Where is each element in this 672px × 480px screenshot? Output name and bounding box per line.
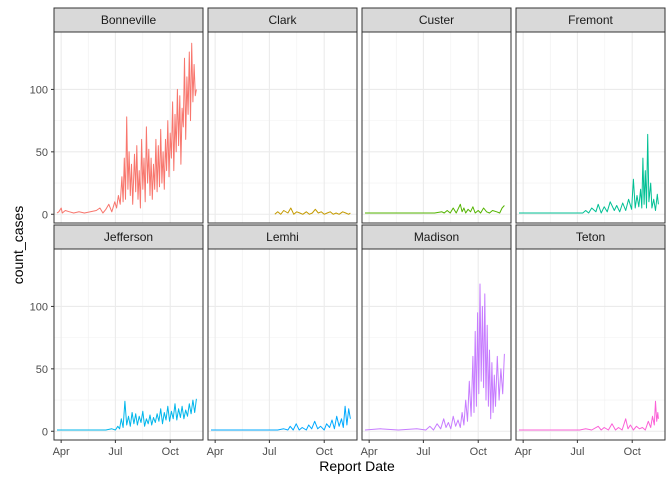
facet-strip bbox=[207, 7, 358, 33]
series-line-custer bbox=[365, 203, 505, 214]
panel-border bbox=[515, 31, 666, 224]
facet-panels: Bonneville 0 50 100 Clark Custer Fremont Jeffer… bbox=[30, 7, 666, 458]
y-tick-label: 50 bbox=[36, 147, 48, 159]
facet-strip bbox=[515, 224, 666, 250]
panel-border bbox=[515, 248, 666, 441]
panel-background bbox=[54, 249, 203, 440]
x-tick-label: Oct bbox=[470, 446, 487, 458]
facet-strip-label: Lemhi bbox=[266, 230, 299, 244]
facet-strip-label: Madison bbox=[414, 230, 459, 244]
x-tick-label: Jul bbox=[262, 446, 276, 458]
panel-background bbox=[208, 249, 357, 440]
series-line-jefferson bbox=[57, 398, 197, 431]
y-tick-label: 0 bbox=[42, 426, 48, 438]
y-tick-label: 50 bbox=[36, 364, 48, 376]
facet-panel-bonneville: Bonneville 0 50 100 bbox=[30, 7, 204, 224]
facet-strip-label: Fremont bbox=[568, 13, 613, 27]
facet-strip bbox=[361, 7, 512, 33]
facet-panel-madison: Madison Apr Jul Oct bbox=[361, 224, 512, 458]
x-tick-label: Oct bbox=[162, 446, 179, 458]
panel-background bbox=[516, 32, 665, 223]
series-line-bonneville bbox=[56, 42, 197, 214]
panel-border bbox=[361, 31, 512, 224]
facet-panel-teton: Teton Apr Jul Oct bbox=[515, 224, 666, 458]
x-tick-label: Apr bbox=[515, 446, 532, 458]
x-tick-label: Apr bbox=[361, 446, 378, 458]
series-line-madison bbox=[364, 283, 505, 431]
x-tick-label: Jul bbox=[108, 446, 122, 458]
panel-border bbox=[207, 31, 358, 224]
x-tick-label: Apr bbox=[53, 446, 70, 458]
panel-border bbox=[53, 31, 204, 224]
x-tick-label: Jul bbox=[570, 446, 584, 458]
y-tick-label: 100 bbox=[30, 84, 48, 96]
y-axis-title: count_cases bbox=[10, 206, 26, 285]
x-axis-title: Report Date bbox=[319, 458, 395, 474]
facet-strip bbox=[207, 224, 358, 250]
panel-border bbox=[361, 248, 512, 441]
facet-strip-label: Jefferson bbox=[104, 230, 153, 244]
x-tick-label: Apr bbox=[207, 446, 224, 458]
facet-panel-fremont: Fremont bbox=[515, 7, 666, 224]
x-tick-label: Oct bbox=[316, 446, 333, 458]
panel-border bbox=[207, 248, 358, 441]
panel-background bbox=[516, 249, 665, 440]
x-tick-label: Jul bbox=[416, 446, 430, 458]
panel-background bbox=[208, 32, 357, 223]
facet-strip-label: Clark bbox=[268, 13, 297, 27]
facet-strip-label: Teton bbox=[576, 230, 605, 244]
facet-strip bbox=[53, 7, 204, 33]
series-line-fremont bbox=[519, 133, 659, 214]
facet-panel-jefferson: Jefferson 0 50 100 Apr Jul Oct bbox=[30, 224, 204, 458]
facet-panel-custer: Custer bbox=[361, 7, 512, 224]
facet-panel-clark: Clark bbox=[207, 7, 358, 224]
x-tick-label: Oct bbox=[624, 446, 641, 458]
facet-strip-label: Bonneville bbox=[101, 13, 157, 27]
panel-background bbox=[362, 249, 511, 440]
y-tick-label: 0 bbox=[42, 209, 48, 221]
facet-strip-label: Custer bbox=[419, 13, 454, 27]
panel-background bbox=[362, 32, 511, 223]
series-line-lemhi bbox=[211, 405, 351, 431]
panel-border bbox=[53, 248, 204, 441]
y-tick-label: 100 bbox=[30, 301, 48, 313]
facet-panel-lemhi: Lemhi Apr Jul Oct bbox=[207, 224, 358, 458]
series-line-teton bbox=[519, 400, 659, 431]
series-line-clark bbox=[274, 207, 351, 215]
